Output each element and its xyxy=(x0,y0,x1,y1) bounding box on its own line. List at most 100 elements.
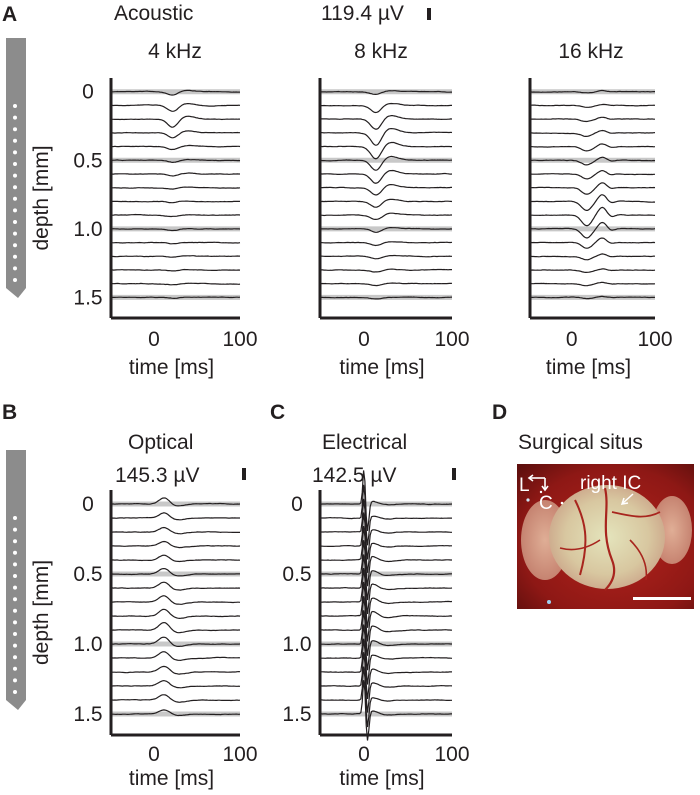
y-tick-label: 0 xyxy=(291,493,303,516)
probe-contact xyxy=(13,620,17,625)
lfp-trace-channel-11 xyxy=(110,636,241,648)
lfp-trace-channel-1 xyxy=(110,497,241,507)
lfp-trace-channel-12 xyxy=(320,241,453,247)
optical-title: Optical xyxy=(128,431,193,454)
lfp-trace-channel-4 xyxy=(319,127,453,146)
lfp-trace-channel-6 xyxy=(530,156,656,166)
lfp-trace-channel-7 xyxy=(319,554,453,615)
lfp-trace-channel-10 xyxy=(319,596,453,656)
electrical-scale-label: 142.5 µV xyxy=(312,464,397,487)
lfp-trace-channel-5 xyxy=(319,141,452,160)
probe-contact xyxy=(13,550,17,555)
lfp-trace-channel-7 xyxy=(529,169,655,180)
lfp-trace-channel-6 xyxy=(319,155,453,171)
lfp-trace-channel-13 xyxy=(110,665,241,675)
probe-contact xyxy=(13,574,17,578)
acoustic-scale-label: 119.4 µV xyxy=(321,2,404,25)
chart-acoustic-16khz: 0 100 time [ms] 16 kHz xyxy=(528,40,673,379)
lfp-trace-channel-16 xyxy=(319,296,453,300)
lfp-trace-channel-3 xyxy=(530,116,655,123)
x-tick-label: 0 xyxy=(148,328,160,351)
electrical-title: Electrical xyxy=(322,431,407,454)
surgical-situs-photo: L C right IC xyxy=(517,464,694,609)
lfp-trace-channel-16 xyxy=(530,295,656,300)
lfp-trace-channel-9 xyxy=(319,581,453,642)
lfp-trace-channel-6 xyxy=(319,540,453,601)
lfp-trace-channel-3 xyxy=(110,526,240,535)
lfp-trace-channel-2 xyxy=(319,102,452,114)
x-axis-label: time [ms] xyxy=(129,356,214,379)
lfp-trace-channel-15 xyxy=(319,666,452,728)
orientation-lateral-label: L xyxy=(519,475,530,496)
probe-contact xyxy=(13,516,17,520)
lfp-trace-channel-10 xyxy=(110,621,240,634)
lfp-trace-channel-4 xyxy=(111,130,240,139)
lfp-trace-channel-15 xyxy=(529,281,656,287)
probe-contact xyxy=(13,254,17,259)
acoustic-title: Acoustic xyxy=(114,2,193,25)
probe-contact xyxy=(13,655,17,660)
probe-contact xyxy=(13,127,17,132)
lfp-trace-channel-12 xyxy=(319,624,453,685)
probe-shank xyxy=(6,38,26,298)
y-tick-label: 1.0 xyxy=(282,633,311,656)
probe-contact xyxy=(13,208,17,213)
lfp-trace-channel-8 xyxy=(110,595,241,605)
x-tick-label: 100 xyxy=(637,328,672,351)
acoustic-scale-bar xyxy=(427,8,431,20)
lfp-trace-channel-2 xyxy=(529,103,656,108)
probe-contact xyxy=(13,632,17,636)
x-tick-label: 0 xyxy=(358,328,370,351)
panel-letter-d: D xyxy=(492,401,507,424)
probe-contact xyxy=(13,585,17,590)
lfp-trace-channel-5 xyxy=(110,554,241,563)
optical-scale-bar xyxy=(242,468,246,480)
probe-contact xyxy=(13,243,17,248)
lfp-trace-channel-9 xyxy=(529,194,656,211)
optical-scale-label: 145.3 µV xyxy=(115,464,200,487)
probe-contact xyxy=(13,608,17,613)
lfp-trace-channel-15 xyxy=(111,694,241,703)
lfp-trace-channel-13 xyxy=(320,638,453,699)
y-tick-label: 1.0 xyxy=(73,633,102,656)
lfp-trace-channel-9 xyxy=(111,608,241,620)
lfp-trace-channel-11 xyxy=(319,227,453,233)
lfp-trace-channel-4 xyxy=(110,540,241,549)
y-axis-label: depth [mm] xyxy=(30,560,53,665)
orientation-caudal-label: C xyxy=(539,493,553,514)
lfp-trace-channel-5 xyxy=(529,143,656,152)
x-tick-label: 100 xyxy=(222,743,257,766)
lfp-trace-channel-8 xyxy=(320,184,452,196)
chart-title: 16 kHz xyxy=(558,40,623,63)
lfp-trace-channel-12 xyxy=(529,237,656,249)
chart-acoustic-4khz: 0 100 time [ms] 0 0.5 1.0 1.5 depth [mm] 4 kHz xyxy=(30,40,258,379)
probe-contact xyxy=(13,220,17,224)
lfp-trace-channel-13 xyxy=(111,255,240,258)
probe-contact xyxy=(13,185,17,190)
probe-contact xyxy=(13,150,17,155)
lfp-trace-channel-11 xyxy=(111,228,241,232)
panel-letter-c: C xyxy=(270,401,285,424)
y-tick-label: 0.5 xyxy=(73,563,102,586)
probe-icon-b xyxy=(6,450,26,710)
lfp-trace-channel-8 xyxy=(319,568,453,628)
probe-contact xyxy=(13,162,17,166)
y-tick-label: 1.5 xyxy=(73,703,102,726)
chart-acoustic-8khz: 0 100 time [ms] 8 kHz xyxy=(318,40,470,379)
y-tick-label: 0 xyxy=(82,81,94,104)
lfp-trace-channel-14 xyxy=(529,268,656,273)
x-tick-label: 100 xyxy=(222,328,257,351)
lfp-trace-channel-14 xyxy=(319,652,453,713)
x-axis-label: time [ms] xyxy=(339,356,424,379)
lfp-trace-channel-15 xyxy=(111,282,241,286)
lfp-trace-channel-7 xyxy=(319,169,453,184)
lfp-trace-channel-15 xyxy=(319,282,453,287)
pointer-arrow-icon xyxy=(620,493,634,505)
chart-title: 8 kHz xyxy=(354,40,408,63)
x-axis-label: time [ms] xyxy=(129,767,214,790)
probe-shank xyxy=(6,450,26,710)
probe-contact xyxy=(13,231,17,236)
probe-contact xyxy=(13,562,17,567)
lfp-trace-channel-4 xyxy=(530,129,656,137)
probe-contact xyxy=(13,643,17,648)
